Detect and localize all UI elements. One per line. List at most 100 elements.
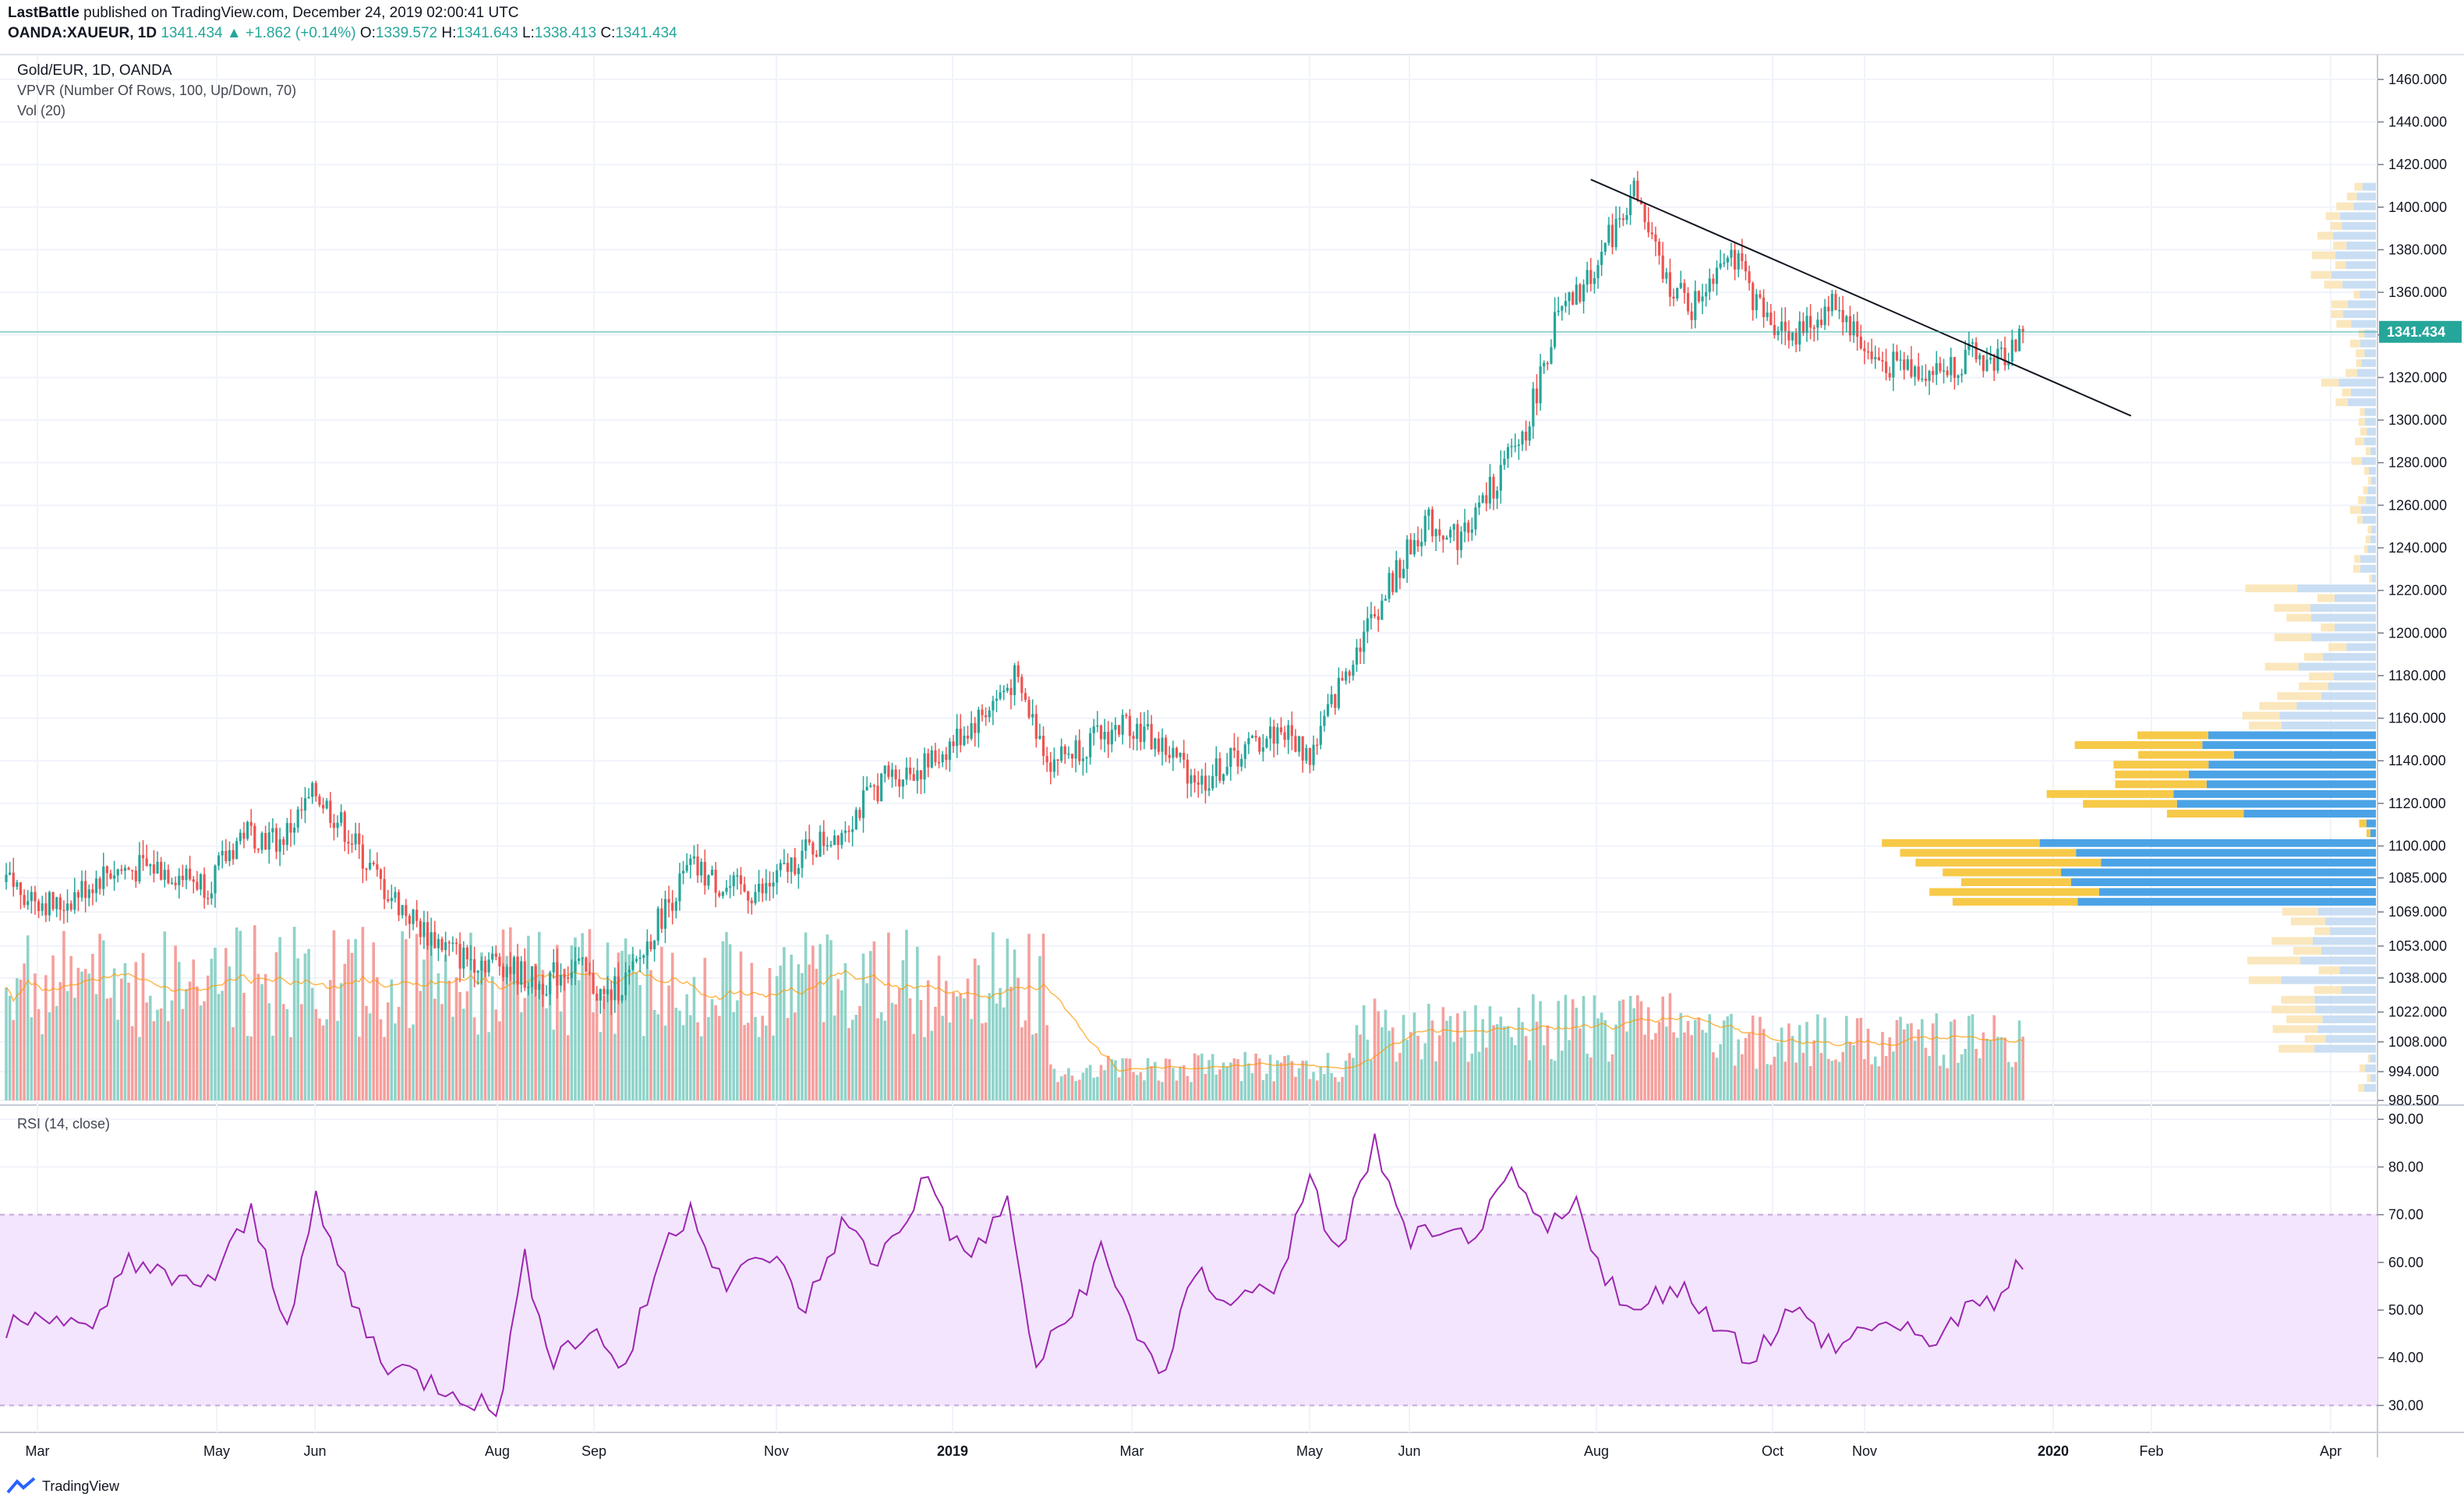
candle [1715,267,1719,284]
vpvr-down-bar [2356,349,2365,358]
volume-bar [62,931,65,1100]
volume-bar [1675,1037,1679,1100]
volume-bar [876,1018,879,1100]
candle [1348,671,1351,676]
candle [282,839,285,846]
candle [1172,747,1175,758]
vpvr-down-bar [2353,564,2360,573]
candle [710,870,714,876]
candle [1345,671,1348,681]
volume-bar [199,1005,203,1100]
candle [1834,294,1837,310]
volume-bar [1456,1013,1459,1100]
volume-bar [988,993,992,1100]
volume-bar [1002,1007,1006,1100]
candle [185,868,188,881]
candle [757,884,761,892]
vpvr-up-bar [2346,643,2376,652]
volume-bar [483,967,487,1100]
volume-bar [314,1008,318,1100]
candle [1762,297,1766,317]
price-tick-label: 1085.000 [2388,870,2447,885]
volume-bar [1600,1012,1603,1100]
candles [5,171,2024,1015]
vpvr-down-bar [2286,1015,2323,1023]
tradingview-footer[interactable]: TradingView [6,1477,119,1496]
volume-bar [1690,1035,1693,1100]
volume-bar [242,992,246,1100]
candle [592,973,595,994]
volume-bar [318,1018,321,1100]
candle [451,942,454,945]
vpvr-down-bar [1882,839,2040,847]
volume-bar [1636,995,1639,1100]
volume-bar [1488,1006,1492,1100]
candle [1183,752,1186,760]
candle [833,835,836,846]
vpvr-up-bar [2361,358,2376,367]
price-tick-label: 1220.000 [2388,583,2447,599]
chart-title-legend[interactable]: Gold/EUR, 1D, OANDA [17,62,172,79]
low-label: L: [521,25,535,41]
volume-bar [952,992,955,1100]
volume-bar [797,964,801,1100]
author-name[interactable]: LastBattle [8,5,80,21]
candle [1841,309,1844,323]
candle [1776,330,1780,335]
volume-bar [509,927,512,1100]
candle [1586,270,1589,285]
candle [1009,687,1013,695]
time-scale[interactable]: Mar May Jun Aug Sep Nov 2019 Mar May Jun Aug Oct Nov… [26,1443,2342,1459]
volume-bar [1416,1036,1419,1100]
rsi-legend[interactable]: RSI (14, close) [17,1116,111,1132]
candle [2017,329,2021,351]
candle [1654,234,1657,242]
volume-bar [412,1024,415,1100]
vpvr-down-bar [2360,427,2367,436]
candle [1510,446,1513,447]
candle [405,905,408,916]
candle [919,770,923,780]
candle [818,832,822,857]
volume-bar [1441,1007,1445,1100]
candle [1856,321,1859,337]
candle [1027,699,1030,718]
volume-bar [1989,1040,1992,1100]
volume-bar [1855,1018,1859,1100]
candle [1474,507,1477,530]
volume-bar [2021,1037,2024,1100]
volume-bar [1161,1082,1164,1100]
volume-bar [357,1037,361,1100]
vpvr-down-bar [2366,447,2370,455]
volume-bar [649,969,652,1100]
volume-bar [1524,1036,1528,1100]
volume-bar [1888,1037,1892,1100]
candle [473,959,476,973]
candle [783,863,786,864]
price-tick-label: 980.500 [2388,1093,2439,1108]
vpvr-up-bar [2356,192,2376,201]
candle [1031,714,1034,718]
symbol-label[interactable]: OANDA:XAUEUR, 1D [8,25,157,41]
vpvr-legend[interactable]: VPVR (Number Of Rows, 100, Up/Down, 70) [17,83,297,98]
vpvr-down-bar [2317,594,2335,602]
volume-bar [98,934,101,1100]
vpvr-down-bar [2311,251,2336,260]
volume-bar [945,980,948,1100]
rsi-scale[interactable]: 90.00 80.00 70.00 60.00 50.00 40.00 30.00 [2377,1111,2423,1413]
volume-bar [1459,1037,1463,1100]
vpvr-down-bar [2321,379,2339,387]
candle [1070,754,1074,759]
candle [419,920,422,938]
candle [80,881,83,898]
vpvr-up-bar [2365,1064,2376,1072]
candle [390,898,393,902]
candle [1430,509,1434,537]
volume-bar [624,938,627,1100]
volume-bar [152,1021,156,1100]
price-scale[interactable]: 1460.000 1440.000 1420.000 1400.000 1380.000… [2377,72,2462,1108]
volume-legend[interactable]: Vol (20) [17,103,66,118]
time-tick-label: Nov [764,1443,789,1459]
candle [102,866,105,889]
